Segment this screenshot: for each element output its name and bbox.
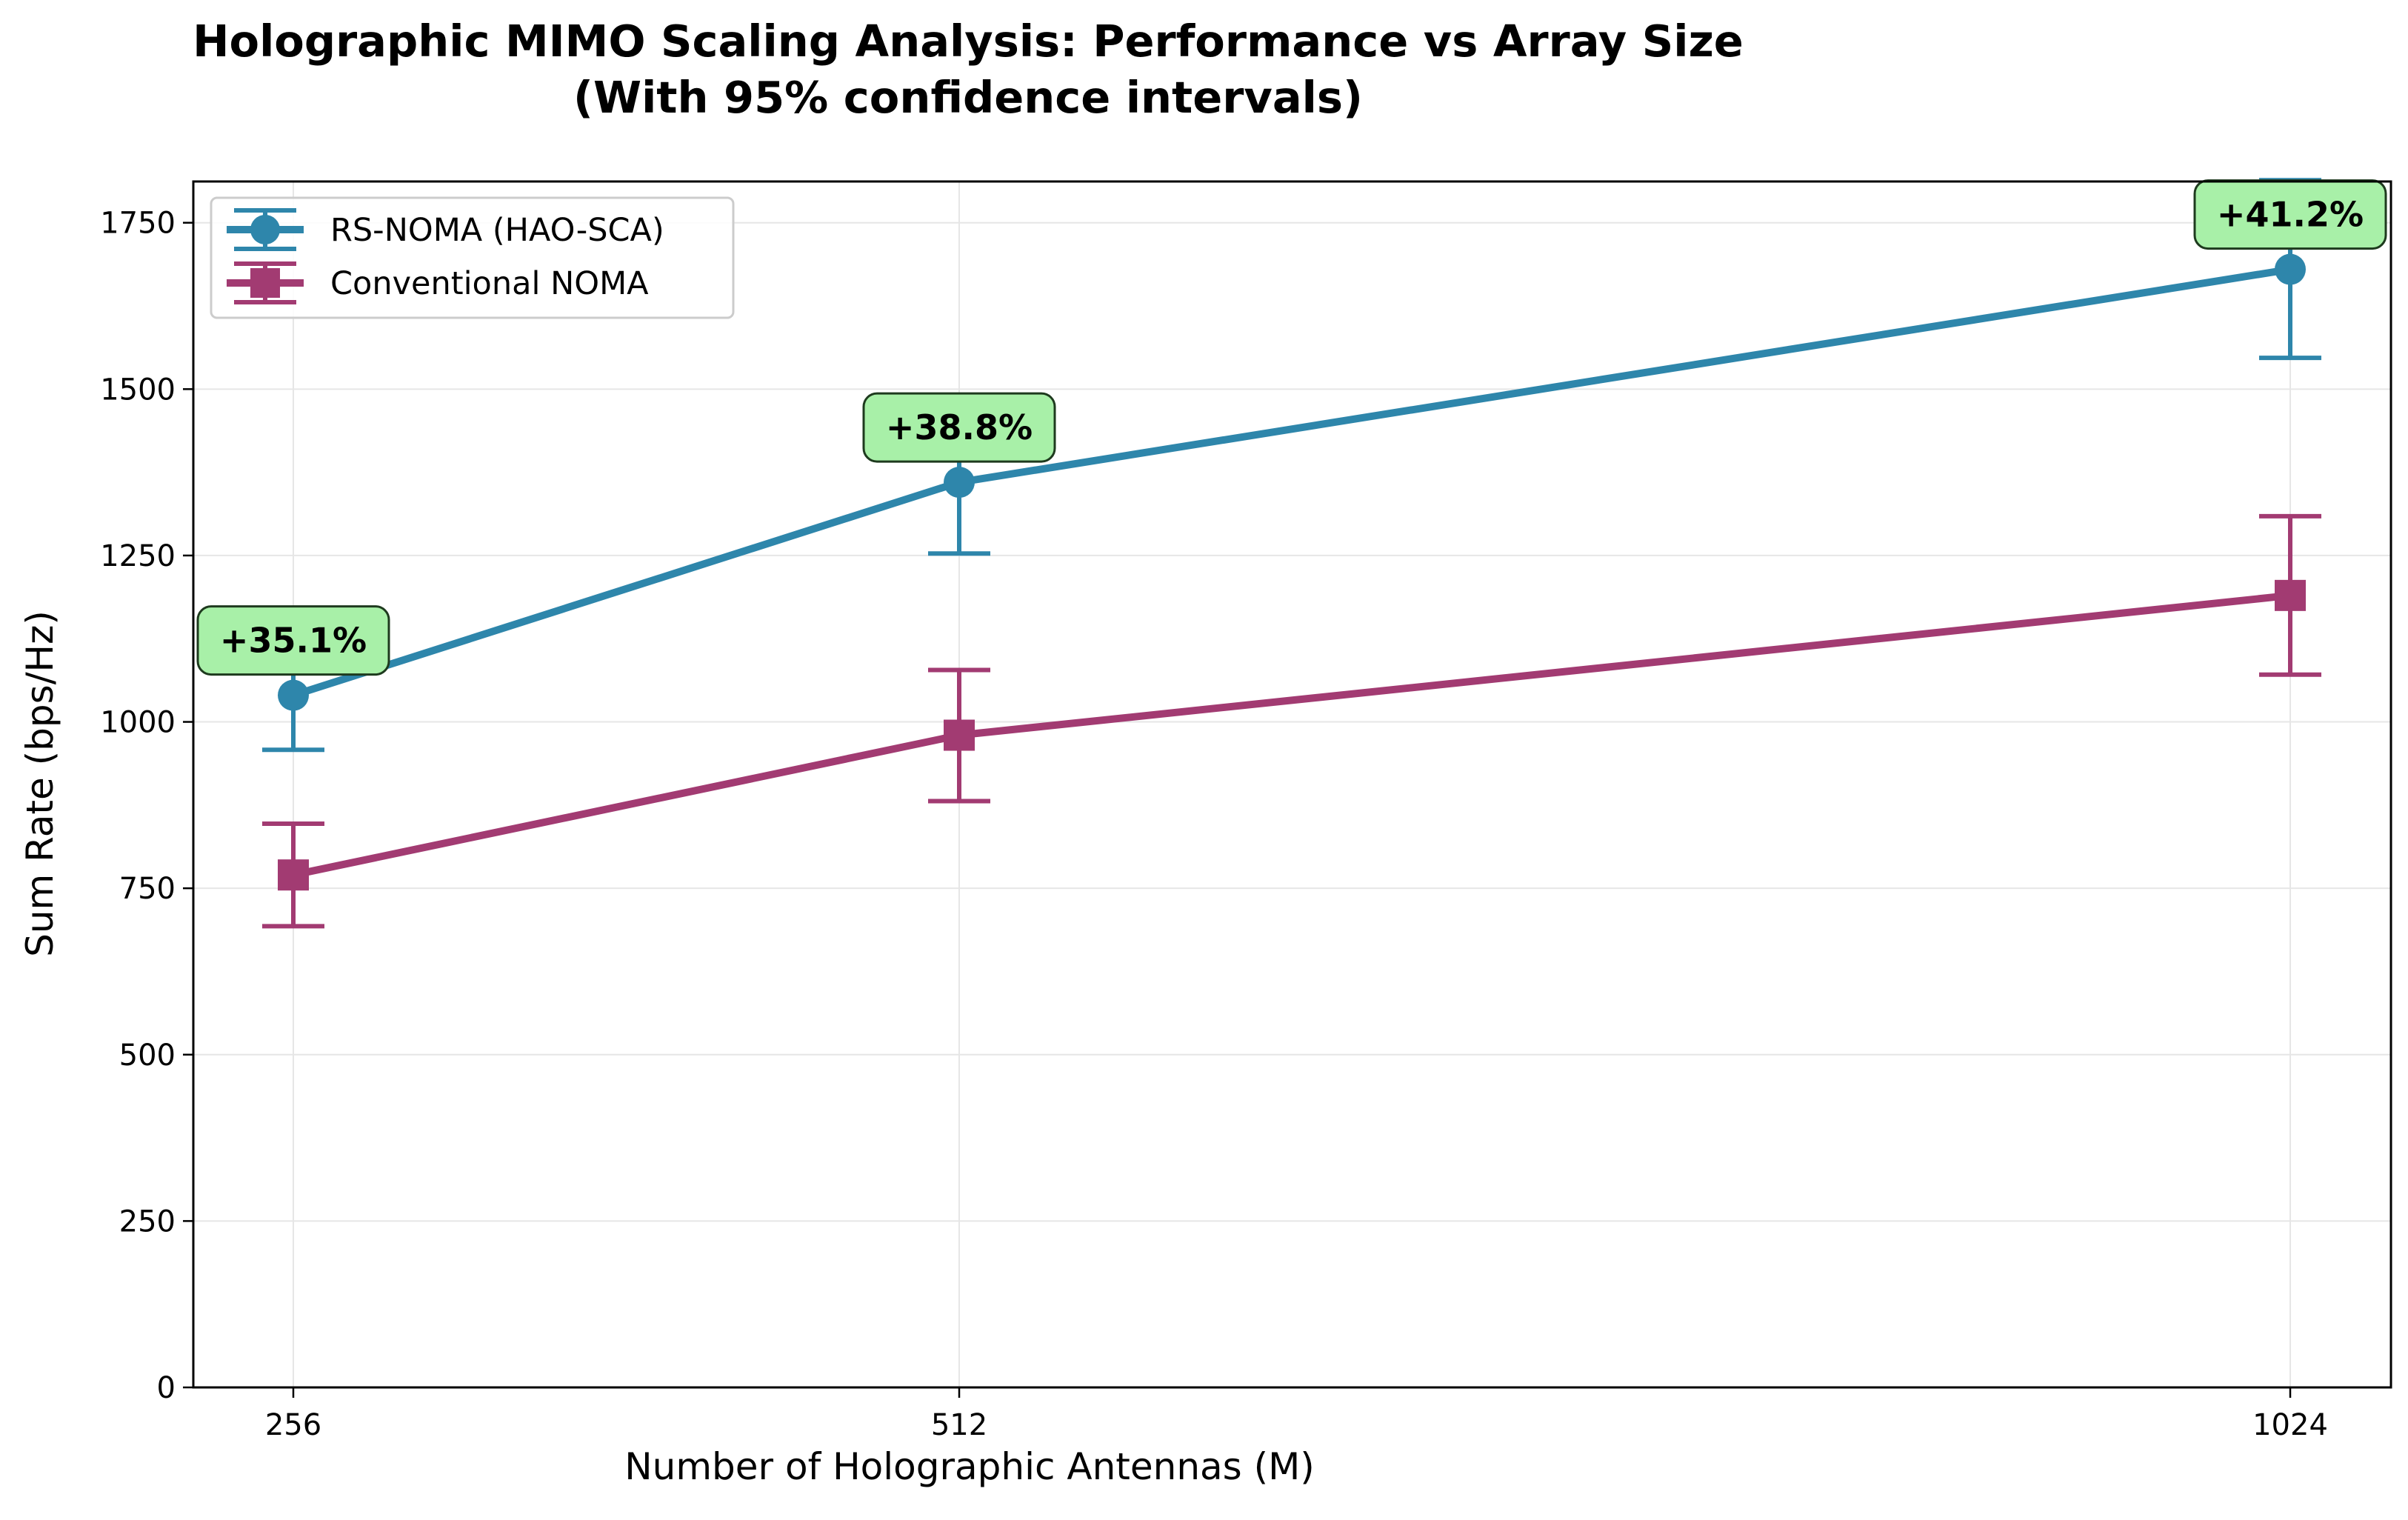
data-point-conventional-noma (944, 719, 975, 751)
y-tick-label: 1000 (100, 706, 176, 740)
data-point-rs-noma (944, 467, 975, 499)
data-point-conventional-noma (278, 859, 309, 891)
y-tick-label: 0 (157, 1371, 176, 1405)
annotation-label: +41.2% (2217, 195, 2364, 235)
y-tick-label: 250 (119, 1204, 176, 1239)
x-axis: 256 512 1024 (265, 1387, 2328, 1442)
y-tick-label: 1500 (100, 373, 176, 407)
legend-box (210, 196, 735, 319)
x-tick-label: 512 (931, 1408, 987, 1442)
legend-label-conventional-noma: Conventional NOMA (330, 265, 649, 302)
improvement-annotations: +35.1% +38.8% +41.2% (196, 179, 2387, 676)
chart-title: Holographic MIMO Scaling Analysis: Perfo… (193, 16, 1744, 67)
series-line-conventional-noma (290, 591, 2294, 879)
legend-label-rs-noma: RS-NOMA (HAO-SCA) (330, 212, 664, 249)
annotation-box (196, 605, 390, 676)
annotation-box (862, 392, 1056, 463)
y-axis-label: Sum Rate (bps/Hz) (19, 610, 61, 957)
data-point-rs-noma (2275, 253, 2306, 285)
data-point-conventional-noma (2275, 579, 2306, 611)
grid (193, 181, 2391, 1387)
legend-marker-rs-noma (250, 215, 280, 244)
x-tick-label: 1024 (2252, 1408, 2328, 1442)
data-point-rs-noma (278, 679, 309, 711)
legend: RS-NOMA (HAO-SCA) Conventional NOMA (210, 196, 735, 319)
legend-marker-conventional-noma (250, 268, 280, 298)
y-axis: 0 250 500 750 1000 1250 1500 1750 (100, 207, 193, 1405)
x-axis-label: Number of Holographic Antennas (M) (624, 1445, 1315, 1488)
plot-frame (192, 180, 2392, 1389)
annotation-label: +38.8% (886, 407, 1033, 447)
y-tick-label: 750 (119, 872, 176, 906)
annotation-label: +35.1% (220, 621, 367, 661)
chart-subtitle: (With 95% confidence intervals) (573, 72, 1363, 123)
y-tick-label: 500 (119, 1039, 176, 1073)
y-tick-label: 1250 (100, 539, 176, 573)
x-tick-label: 256 (265, 1408, 321, 1442)
y-tick-label: 1750 (100, 207, 176, 241)
series-line-rs-noma (290, 265, 2294, 699)
